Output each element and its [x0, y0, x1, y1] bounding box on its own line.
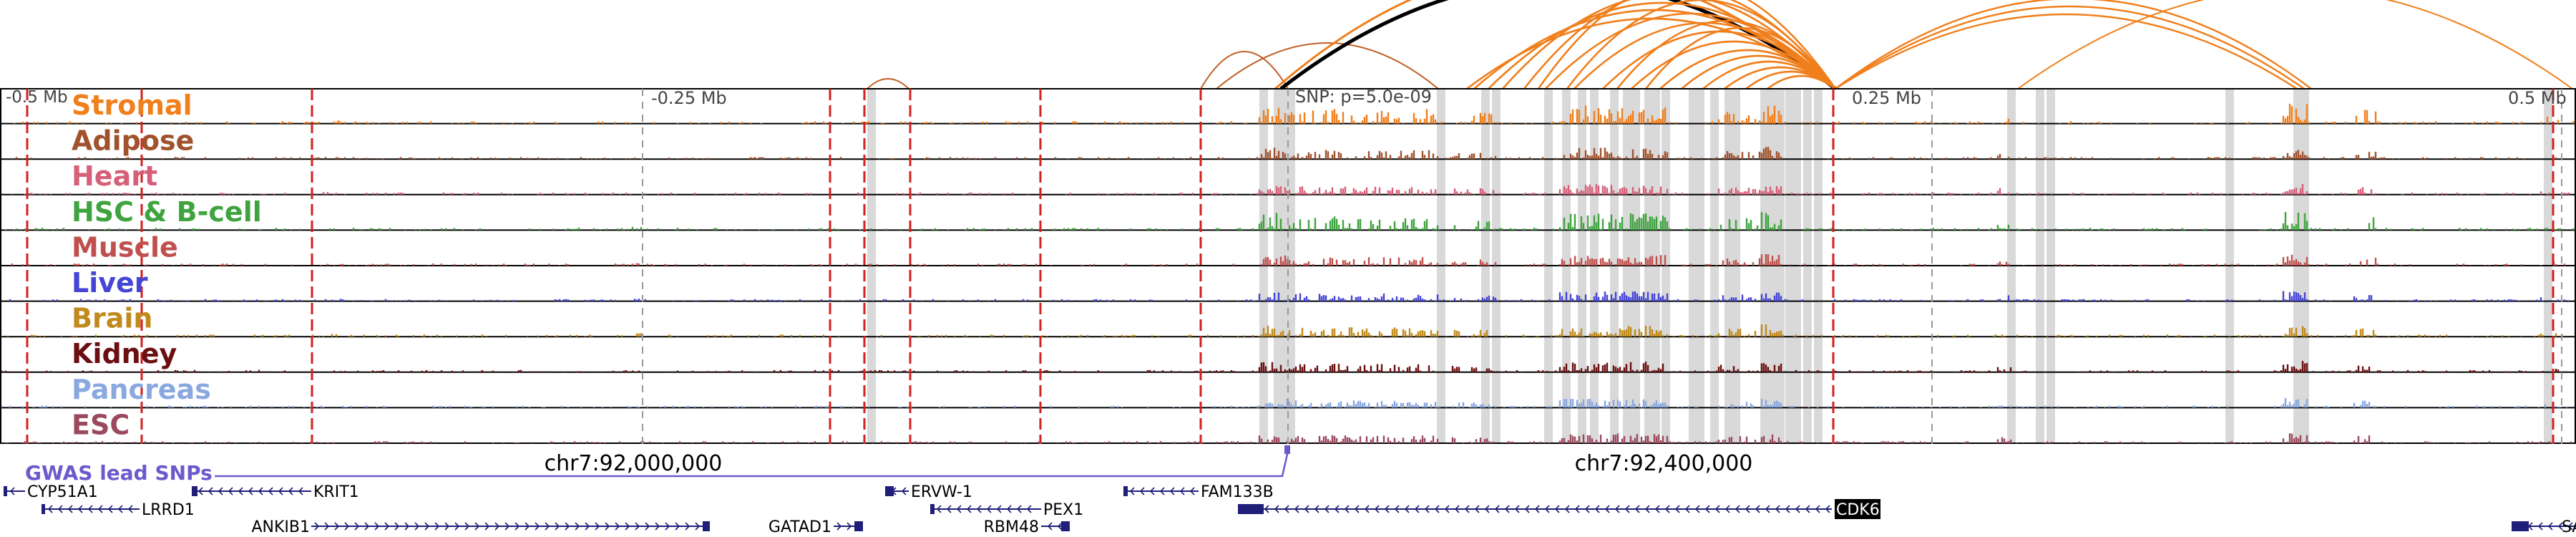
gene-highlight-box — [1835, 499, 1880, 519]
gene-strand-arrows — [9, 487, 15, 495]
track-label: HSC & B-cell — [72, 196, 262, 228]
track-label: Pancreas — [72, 374, 211, 405]
interaction-arc — [1502, 0, 1836, 90]
interaction-arc — [1200, 51, 1289, 90]
gene-strand-arrows — [314, 522, 701, 531]
gene-label: RBM48 — [984, 518, 1039, 536]
interaction-arc — [1545, 12, 1836, 90]
interaction-arc — [1631, 40, 1836, 90]
gene-strand-arrows — [936, 505, 1032, 513]
gene-exon — [885, 486, 894, 496]
interaction-arc — [1466, 17, 1836, 90]
gene-exon — [2512, 521, 2529, 531]
gene-strand-arrows — [47, 505, 133, 513]
interaction-arc — [867, 78, 909, 90]
gwas-lead-snps-label: GWAS lead SNPs — [25, 461, 213, 485]
gene-exon — [1123, 486, 1128, 496]
strong-interaction-arc — [1279, 0, 1837, 90]
gene-exon — [703, 521, 710, 531]
gene-exon — [854, 521, 863, 531]
track-label: Muscle — [72, 231, 178, 263]
track-label: ESC — [72, 409, 130, 440]
interaction-arc — [1835, 13, 2298, 90]
gene-exon — [1238, 504, 1264, 514]
track-label: Stromal — [72, 90, 192, 121]
axis-tick-label: -0.25 Mb — [651, 88, 727, 108]
gene-label: PEX1 — [1043, 501, 1083, 519]
interaction-arc — [1216, 42, 1439, 90]
interaction-arc — [1537, 0, 1837, 90]
coordinate-label: chr7:92,400,000 — [1575, 451, 1753, 476]
track-label: Heart — [72, 160, 157, 192]
gene-label: KRIT1 — [313, 483, 359, 501]
gene-strand-arrows — [836, 522, 852, 531]
axis-tick-label: 0.25 Mb — [1852, 88, 1921, 108]
gene-exon — [192, 486, 197, 496]
gwas-snp-marker — [1284, 445, 1290, 454]
interaction-arc — [1644, 26, 1837, 90]
gene-label: ANKIB1 — [251, 518, 310, 536]
coordinate-label: chr7:92,000,000 — [545, 451, 723, 476]
gwas-and-genes: chr7:92,000,000 chr7:92,400,000 GWAS lea… — [25, 445, 1752, 485]
track-signal — [11, 183, 2570, 195]
track-label: Brain — [72, 303, 152, 334]
gene-strand-arrows — [1129, 487, 1195, 495]
gene-exon — [42, 504, 45, 514]
gwas-connector-line — [215, 450, 1289, 478]
tad-boundaries — [26, 89, 2562, 444]
signal-tracks — [0, 88, 2576, 444]
track-signal — [13, 103, 2576, 124]
axis-tick-label: 0.5 Mb — [2508, 88, 2567, 108]
interaction-arcs — [867, 0, 2573, 90]
interaction-arc — [1566, 0, 1837, 90]
gene-strand-arrows — [197, 487, 303, 495]
gene-exon — [930, 504, 935, 514]
track-signal — [11, 147, 2576, 160]
snp-pvalue-label: SNP: p=5.0e-09 — [1295, 87, 1432, 107]
track-label: Liver — [72, 267, 148, 299]
gene-label: CDK6 — [1836, 501, 1880, 519]
interaction-arc — [2017, 0, 2573, 90]
track-label: Kidney — [72, 338, 177, 369]
axis-tick-label: -0.5 Mb — [6, 88, 68, 107]
gene-label: SA — [2562, 518, 2576, 536]
track-label: Adipose — [72, 125, 194, 157]
gene-label: ERVW-1 — [911, 483, 972, 501]
gene-exon — [4, 486, 7, 496]
track-signal — [4, 212, 2575, 231]
gene-label: FAM133B — [1201, 483, 1274, 501]
gene-label: LRRD1 — [142, 501, 195, 519]
position-axis: -0.5 Mb -0.25 Mb 0.25 Mb 0.5 Mb SNP: p=5… — [6, 87, 2567, 108]
interaction-arc — [1835, 0, 2312, 90]
gene-label: CYP51A1 — [27, 483, 98, 501]
track-signal — [11, 254, 2566, 266]
interaction-arc — [1835, 5, 2305, 90]
track-signal — [9, 291, 2570, 301]
gene-label: GATAD1 — [769, 518, 831, 536]
gene-exon — [1061, 521, 1070, 531]
gene-strand-arrows — [1047, 522, 1063, 531]
